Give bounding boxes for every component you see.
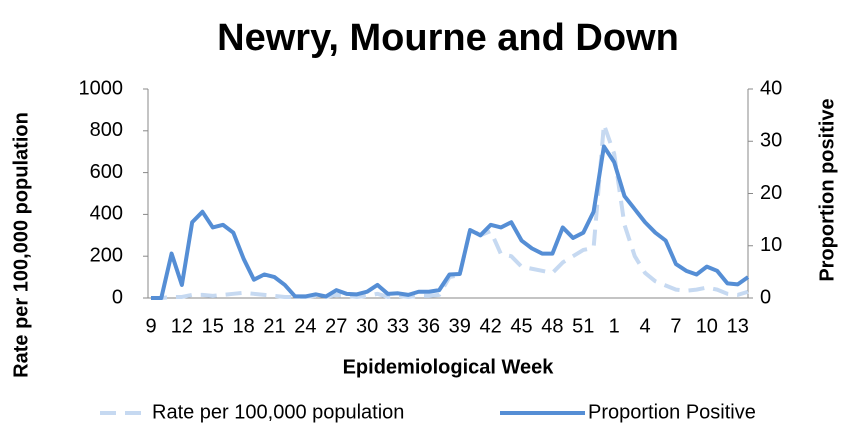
y2-tick-label: 10	[760, 234, 782, 256]
x-tick-label: 15	[202, 315, 224, 337]
legend-label: Rate per 100,000 population	[152, 401, 404, 423]
y-tick-label: 200	[90, 244, 123, 266]
y2-tick-label: 0	[760, 286, 771, 308]
y-tick-label: 400	[90, 203, 123, 225]
y-axis-label: Rate per 100,000 population	[10, 112, 32, 378]
x-tick-label: 9	[145, 315, 156, 337]
series-line	[151, 144, 750, 300]
chart-title: Newry, Mourne and Down	[217, 17, 679, 59]
y-tick-label: 0	[112, 286, 123, 308]
legend-label: Proportion Positive	[588, 401, 756, 423]
x-tick-label: 7	[670, 315, 681, 337]
y2-axis-label: Proportion positive	[816, 98, 838, 281]
x-tick-label: 30	[356, 315, 378, 337]
y2-tick-label: 30	[760, 130, 782, 152]
x-tick-label: 18	[233, 315, 255, 337]
x-tick-label: 45	[510, 315, 532, 337]
x-tick-label: 24	[294, 315, 316, 337]
x-axis-label: Epidemiological Week	[343, 356, 555, 378]
x-tick-label: 21	[263, 315, 285, 337]
x-tick-label: 27	[325, 315, 347, 337]
x-tick-label: 10	[696, 315, 718, 337]
x-tick-label: 36	[418, 315, 440, 337]
x-tick-label: 48	[541, 315, 563, 337]
y2-tick-label: 20	[760, 182, 782, 204]
y-tick-label: 800	[90, 119, 123, 141]
x-tick-label: 51	[572, 315, 594, 337]
x-tick-label: 4	[640, 315, 651, 337]
y2-tick-label: 40	[760, 77, 782, 99]
x-tick-label: 33	[387, 315, 409, 337]
x-tick-label: 12	[171, 315, 193, 337]
x-tick-label: 39	[449, 315, 471, 337]
x-tick-label: 42	[480, 315, 502, 337]
x-tick-label: 1	[609, 315, 620, 337]
series-line	[151, 122, 749, 300]
y-tick-label: 600	[90, 161, 123, 183]
x-tick-label: 13	[727, 315, 749, 337]
y-tick-label: 1000	[79, 77, 124, 99]
